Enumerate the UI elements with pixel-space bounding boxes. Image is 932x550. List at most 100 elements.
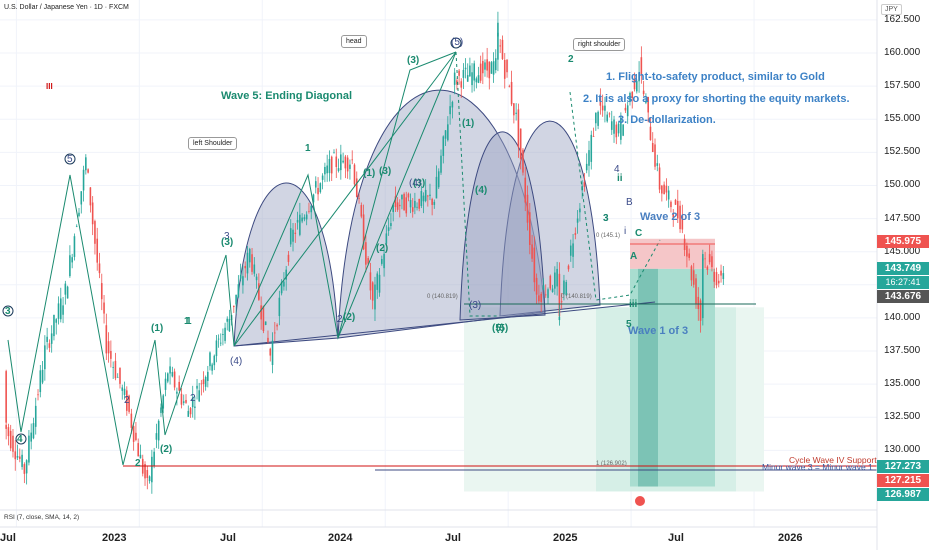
candle-body <box>601 105 604 111</box>
currency-unit-button[interactable]: JPY <box>881 4 902 15</box>
candle-body <box>39 370 42 393</box>
candle-body <box>558 316 561 321</box>
candle-body <box>166 373 169 382</box>
candle-body <box>649 126 652 141</box>
wave-label: (1) <box>151 323 164 334</box>
rsi-indicator-label[interactable]: RSI (7, close, SMA, 14, 2) <box>4 514 80 521</box>
x-tick-label: 2024 <box>328 532 353 544</box>
candle-body <box>554 272 556 289</box>
candle-body <box>633 79 636 90</box>
candle-body <box>207 371 209 382</box>
candle-body <box>704 258 706 260</box>
candle-body <box>30 432 32 442</box>
candle-body <box>416 206 418 208</box>
candle-body <box>531 244 533 259</box>
target-zone-strip <box>638 268 658 487</box>
candle-body <box>613 119 615 134</box>
candle-body <box>324 166 326 175</box>
candle-body <box>711 256 713 268</box>
wave-label: 3 <box>224 231 230 242</box>
y-tick-label: 145.000 <box>884 245 921 257</box>
candle-body <box>437 171 440 188</box>
candle-body <box>708 254 711 263</box>
wave-line <box>122 254 235 466</box>
wave-1-of-3-label: Wave 1 of 3 <box>628 325 689 337</box>
candle-body <box>46 336 48 342</box>
candle-body <box>494 58 497 71</box>
candle-body <box>462 69 465 78</box>
candle-body <box>182 401 185 403</box>
candle-body <box>75 226 78 228</box>
x-tick-label: Jul <box>668 532 684 544</box>
wave-circle <box>15 433 27 445</box>
candle-body <box>715 272 718 286</box>
candle-body <box>285 269 287 280</box>
candle-body <box>394 196 397 208</box>
candle-body <box>383 253 385 269</box>
candle-body <box>264 321 267 325</box>
wave-circle <box>450 37 462 49</box>
candle-body <box>211 364 213 371</box>
candle-body <box>674 199 677 205</box>
candle-body <box>258 283 260 300</box>
candle-body <box>330 156 333 174</box>
wave-circle-markers <box>2 37 645 506</box>
candle-body <box>420 191 423 206</box>
candle-body <box>492 61 495 75</box>
fib-level-label-d: 0 (145.1) <box>596 233 621 239</box>
candle-body <box>41 369 44 383</box>
candle-body <box>418 198 420 209</box>
minor-wave-equality-label: Minor wave 3 = Minor wave 1 <box>762 462 873 472</box>
candle-body <box>592 136 595 137</box>
candle-body <box>209 352 211 367</box>
y-tick-label: 152.500 <box>884 146 921 158</box>
candle-body <box>280 281 283 294</box>
candle-body <box>661 185 663 194</box>
candle-body <box>228 318 231 332</box>
candle-body <box>344 156 347 169</box>
candle-body <box>69 255 71 277</box>
candle-body <box>365 242 367 265</box>
candle-body <box>219 342 222 344</box>
candle-body <box>690 266 693 281</box>
candle-body <box>499 45 501 47</box>
candle-body <box>471 72 473 86</box>
candle-body <box>533 247 536 283</box>
candle-body <box>688 253 690 258</box>
candle-body <box>497 22 499 60</box>
candle-body <box>464 67 467 70</box>
candle-body <box>538 295 540 302</box>
candle-body <box>433 201 436 205</box>
candle-body <box>23 464 26 474</box>
candle-body <box>390 223 392 226</box>
candle-body <box>590 134 593 162</box>
candle-body <box>638 72 640 82</box>
candle-body <box>442 136 445 156</box>
candle-body <box>351 159 354 161</box>
wave-circle <box>64 153 76 165</box>
candle-body <box>191 397 194 408</box>
candle-body <box>246 252 249 274</box>
candle-body <box>497 32 499 37</box>
candle-body <box>5 425 7 429</box>
wave-label: (3) <box>407 55 420 66</box>
candle-body <box>71 257 73 263</box>
candle-body <box>135 432 137 440</box>
candle-body <box>560 301 563 303</box>
candle-body <box>508 85 511 87</box>
wave-line-dashed <box>569 91 661 301</box>
candle-body <box>540 293 542 302</box>
candle-body <box>617 123 620 134</box>
candle-body <box>226 318 229 322</box>
candle-body <box>595 112 597 124</box>
candle-body <box>572 243 574 257</box>
candle-body <box>503 60 506 79</box>
candle-body <box>385 233 388 244</box>
candle-body <box>239 274 242 279</box>
wave-label: 5 <box>67 154 73 165</box>
candle-body <box>171 372 174 377</box>
candle-body <box>427 195 429 197</box>
candle-body <box>28 435 30 463</box>
wave-label: 2 <box>135 458 141 469</box>
